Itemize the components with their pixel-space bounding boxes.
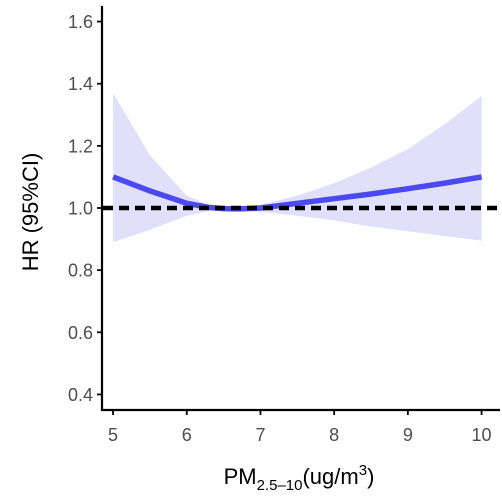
x-tick-label: 8 <box>329 425 339 445</box>
x-axis-title-unit-close: ) <box>367 464 374 489</box>
y-axis-ticks: 0.4 0.6 0.8 1.0 1.2 1.4 1.6 <box>68 12 102 405</box>
plot-area <box>103 93 500 243</box>
x-axis-title-unit: (ug/m <box>302 464 358 489</box>
confidence-band <box>113 93 482 243</box>
x-tick-label: 5 <box>108 425 118 445</box>
x-axis-title: PM2.5–10(ug/m3) <box>224 462 375 494</box>
hr-curve-line <box>112 174 483 212</box>
y-tick-label: 1.2 <box>68 136 93 156</box>
x-tick-label: 7 <box>255 425 265 445</box>
y-tick-label: 1.0 <box>68 199 93 219</box>
x-axis-ticks: 5 6 7 8 9 10 <box>108 410 492 445</box>
x-axis-title-subscript: 2.5–10 <box>257 477 303 494</box>
y-tick-label: 0.8 <box>68 261 93 281</box>
x-axis-title-superscript: 3 <box>359 462 367 479</box>
x-tick-label: 6 <box>182 425 192 445</box>
y-axis-title: HR (95%CI) <box>18 153 43 272</box>
y-tick-label: 0.6 <box>68 323 93 343</box>
y-tick-label: 0.4 <box>68 385 93 405</box>
y-tick-label: 1.4 <box>68 74 93 94</box>
x-tick-label: 10 <box>472 425 492 445</box>
x-tick-label: 9 <box>403 425 413 445</box>
x-axis-title-base: PM <box>224 464 257 489</box>
y-tick-label: 1.6 <box>68 12 93 32</box>
